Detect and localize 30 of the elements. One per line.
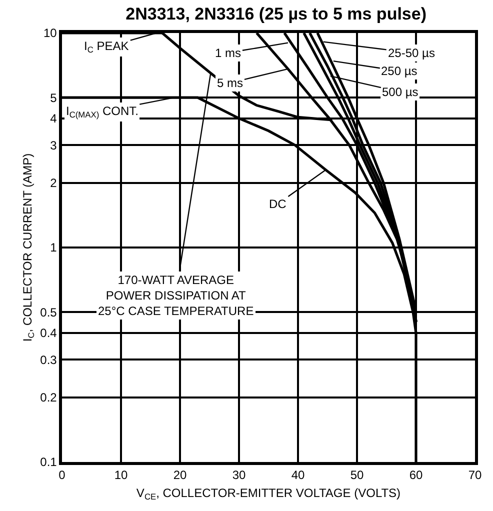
x-tick-label: 20 bbox=[173, 468, 187, 482]
annotation: 25-50 µs bbox=[388, 46, 435, 60]
x-axis-title: V$_{CE}$, COLLECTOR-EMITTER VOLTAGE (VOLTS) bbox=[136, 486, 401, 502]
y-tick-label: 0.4 bbox=[40, 326, 58, 340]
annotation: 500 µs bbox=[382, 85, 418, 99]
y-tick-label: 0.3 bbox=[40, 352, 58, 367]
x-tick-label: 0 bbox=[58, 468, 66, 482]
x-tick-label: 50 bbox=[350, 468, 364, 482]
y-tick-label: 3 bbox=[50, 138, 58, 152]
y-tick-label: 0.1 bbox=[40, 455, 58, 470]
x-tick-label: 40 bbox=[291, 468, 305, 482]
annotation: 170-WATT AVERAGE POWER DISSIPATION AT 25°C CASE TEMPERATURE bbox=[98, 273, 254, 318]
y-tick-label: 5 bbox=[50, 90, 58, 105]
y-tick-label: 4 bbox=[50, 112, 58, 126]
x-tick-label: 10 bbox=[114, 468, 128, 482]
y-tick-label: 0.5 bbox=[40, 305, 58, 320]
x-tick-label: 70 bbox=[468, 468, 482, 482]
chart-title: 2N3313, 2N3316 (25 µs to 5 ms pulse) bbox=[126, 4, 426, 24]
annotation: 250 µs bbox=[381, 64, 418, 78]
y-tick-label: 10 bbox=[43, 26, 58, 40]
annotation: 5 ms bbox=[217, 76, 244, 90]
x-tick-label: 30 bbox=[232, 468, 246, 482]
annotation: I$_{C}$ PEAK bbox=[84, 39, 129, 55]
annotation: 1 ms bbox=[215, 46, 242, 60]
annotation: I$_{C(MAX)}$ CONT. bbox=[66, 104, 138, 120]
x-tick-label: 60 bbox=[409, 468, 423, 482]
y-tick-label: 0.2 bbox=[40, 390, 58, 405]
y-tick-label: 1 bbox=[50, 240, 58, 255]
annotation: DC bbox=[269, 197, 287, 211]
y-tick-label: 2 bbox=[50, 176, 58, 190]
